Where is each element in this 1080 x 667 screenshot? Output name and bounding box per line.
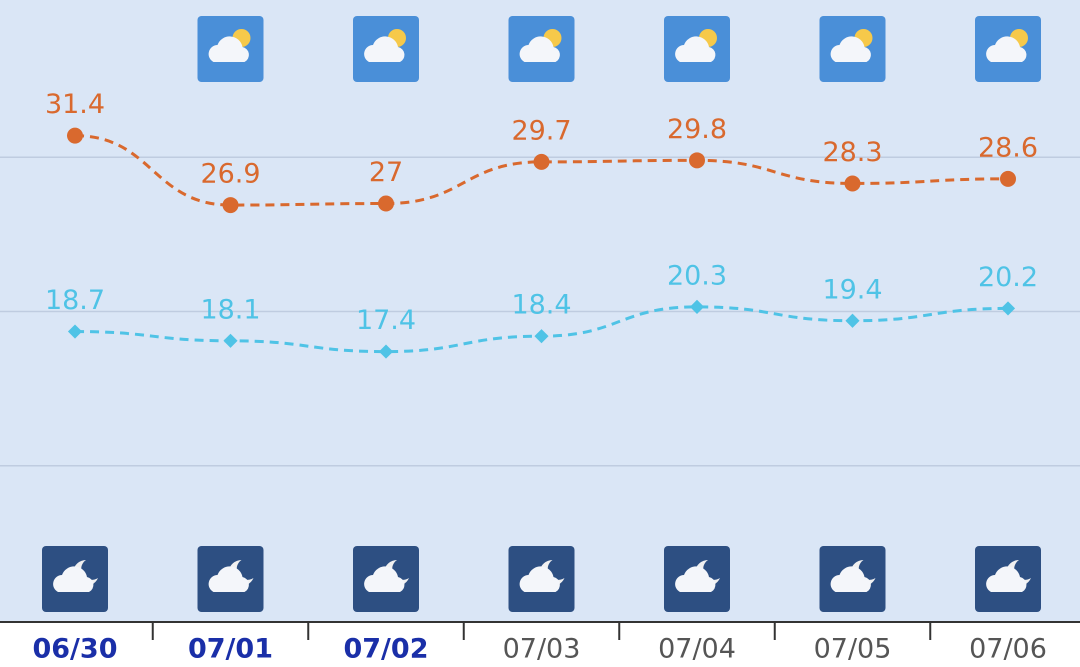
data-point (67, 127, 83, 144)
weather-icon (819, 546, 886, 612)
cloud (208, 566, 249, 592)
x-tick-label: 07/05 (814, 634, 892, 665)
data-point (689, 152, 705, 169)
value-label: 18.1 (200, 294, 260, 325)
cloud (519, 36, 560, 62)
value-label: 28.3 (822, 137, 882, 168)
weather-icon (508, 546, 575, 612)
weather-icon (197, 546, 264, 612)
data-point (222, 197, 239, 214)
value-label: 19.4 (822, 274, 882, 305)
x-tick-label: 07/02 (343, 634, 428, 665)
value-label: 18.4 (511, 290, 571, 321)
cloud (208, 36, 249, 62)
weather-icon (975, 546, 1041, 612)
weather-icon (353, 546, 419, 612)
value-label: 29.8 (667, 114, 727, 145)
cloud (53, 566, 94, 592)
weather-icon (42, 546, 108, 612)
data-point (67, 324, 83, 339)
cloud (986, 36, 1027, 62)
value-label: 17.4 (356, 305, 416, 336)
weather-icon (508, 16, 575, 82)
cloud (830, 36, 871, 62)
weather-icon (197, 16, 264, 82)
cloud (675, 566, 716, 592)
cloud (675, 36, 716, 62)
cloud (519, 566, 560, 592)
x-tick-label: 07/06 (969, 634, 1047, 665)
cloud (986, 566, 1027, 592)
x-tick-label: 07/03 (503, 634, 581, 665)
value-label: 29.7 (511, 115, 571, 146)
x-tick-label: 07/01 (188, 634, 273, 665)
x-tick-label: 06/30 (32, 634, 117, 665)
value-label: 20.3 (667, 260, 727, 291)
data-point (534, 329, 549, 344)
cloud (364, 566, 405, 592)
value-label: 28.6 (978, 132, 1038, 163)
data-point (845, 313, 860, 328)
weather-icon (819, 16, 886, 82)
x-tick-label: 07/04 (658, 634, 736, 665)
data-point (223, 333, 238, 348)
data-point (378, 195, 394, 212)
data-point (844, 175, 861, 192)
data-point (533, 153, 550, 170)
value-label: 27 (369, 157, 403, 188)
weather-icon (664, 16, 730, 82)
data-point (1000, 301, 1016, 316)
weather-icon (664, 546, 730, 612)
data-point (1000, 170, 1016, 187)
cloud (830, 566, 871, 592)
weather-icon (975, 16, 1041, 82)
weather-icons (42, 16, 1041, 612)
value-label: 18.7 (45, 285, 105, 316)
value-label: 26.9 (200, 159, 260, 190)
value-label: 20.2 (978, 262, 1038, 293)
data-point (378, 344, 394, 359)
weather-icon (353, 16, 419, 82)
cloud (364, 36, 405, 62)
value-label: 31.4 (45, 89, 105, 120)
data-point (689, 299, 705, 314)
